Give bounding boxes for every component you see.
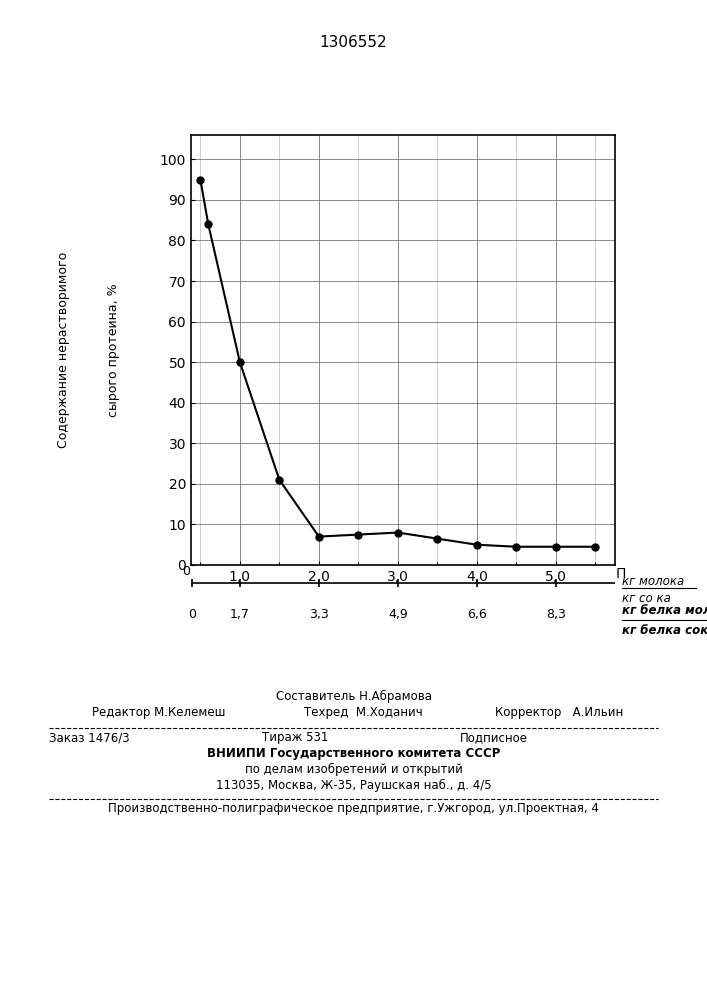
Text: Содержание нерастворимого: Содержание нерастворимого — [57, 252, 70, 448]
Text: 1306552: 1306552 — [320, 35, 387, 50]
Text: 6,6: 6,6 — [467, 608, 486, 621]
Text: 113035, Москва, Ж-35, Раушская наб., д. 4/5: 113035, Москва, Ж-35, Раушская наб., д. … — [216, 779, 491, 792]
Text: сырого протеина, %: сырого протеина, % — [107, 283, 119, 417]
Text: Составитель Н.Абрамова: Составитель Н.Абрамова — [276, 690, 431, 703]
Text: Редактор М.Келемеш: Редактор М.Келемеш — [92, 706, 226, 719]
Text: кг со ка: кг со ка — [622, 592, 671, 605]
Text: Корректор   А.Ильин: Корректор А.Ильин — [495, 706, 623, 719]
Text: 4,9: 4,9 — [388, 608, 408, 621]
Text: ВНИИПИ Государственного комитета СССР: ВНИИПИ Государственного комитета СССР — [207, 747, 500, 760]
Text: Техред  М.Ходанич: Техред М.Ходанич — [304, 706, 423, 719]
Text: П: П — [616, 567, 626, 581]
Text: 0: 0 — [182, 565, 190, 578]
Text: по делам изобретений и открытий: по делам изобретений и открытий — [245, 763, 462, 776]
Text: 1,7: 1,7 — [230, 608, 250, 621]
Text: кг молока: кг молока — [622, 575, 684, 588]
Text: Подписное: Подписное — [460, 731, 527, 744]
Text: кг белка молока: кг белка молока — [622, 603, 707, 616]
Text: кг белка сока: кг белка сока — [622, 624, 707, 637]
Text: 0: 0 — [189, 608, 197, 621]
Text: 3,3: 3,3 — [309, 608, 329, 621]
Text: Заказ 1476/3: Заказ 1476/3 — [49, 731, 130, 744]
Text: 8,3: 8,3 — [546, 608, 566, 621]
Text: Производственно-полиграфическое предприятие, г.Ужгород, ул.Проектная, 4: Производственно-полиграфическое предприя… — [108, 802, 599, 815]
Text: Тираж 531: Тираж 531 — [262, 731, 328, 744]
